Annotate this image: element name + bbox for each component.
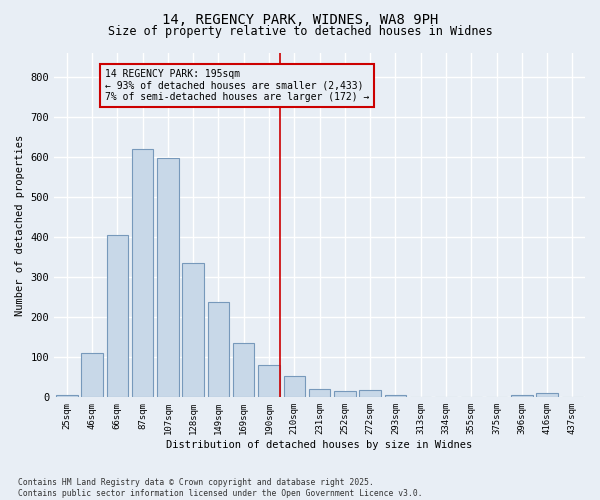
Text: 14, REGENCY PARK, WIDNES, WA8 9PH: 14, REGENCY PARK, WIDNES, WA8 9PH [162, 12, 438, 26]
Bar [208, 302, 229, 398]
Bar [385, 396, 406, 398]
Bar [258, 366, 280, 398]
Text: Contains HM Land Registry data © Crown copyright and database right 2025.
Contai: Contains HM Land Registry data © Crown c… [18, 478, 422, 498]
Bar [536, 394, 558, 398]
Bar [284, 376, 305, 398]
Bar [334, 392, 356, 398]
Bar [82, 353, 103, 398]
Bar [56, 396, 77, 398]
Bar [132, 148, 154, 398]
Bar [157, 158, 179, 398]
Bar [511, 394, 533, 398]
Bar [182, 263, 204, 398]
Y-axis label: Number of detached properties: Number of detached properties [15, 134, 25, 316]
Bar [359, 390, 381, 398]
Bar [107, 235, 128, 398]
Bar [233, 343, 254, 398]
X-axis label: Distribution of detached houses by size in Widnes: Distribution of detached houses by size … [166, 440, 473, 450]
Bar [309, 388, 331, 398]
Text: Size of property relative to detached houses in Widnes: Size of property relative to detached ho… [107, 25, 493, 38]
Text: 14 REGENCY PARK: 195sqm
← 93% of detached houses are smaller (2,433)
7% of semi-: 14 REGENCY PARK: 195sqm ← 93% of detache… [105, 68, 369, 102]
